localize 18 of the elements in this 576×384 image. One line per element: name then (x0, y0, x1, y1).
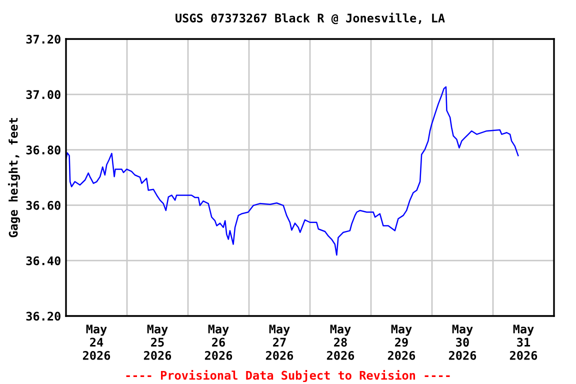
x-tick-label: May 31 2026 (510, 324, 538, 360)
x-tick-label: May 26 2026 (204, 324, 232, 360)
x-tick-label: May 25 2026 (144, 324, 172, 360)
text: ---- Provisional Data Subject to Revision ---- (126, 370, 450, 382)
y-tick-label: 36.40 (26, 256, 60, 266)
y-tick-label: 37.00 (26, 90, 60, 100)
line-series (66, 86, 519, 256)
x-tick-label: May 28 2026 (326, 324, 354, 360)
x-tick-label: May 24 2026 (82, 324, 110, 360)
y-tick-label: 36.20 (26, 312, 60, 321)
y-tick-label: 36.60 (26, 200, 60, 210)
chart-title: USGS 07373267 Black R @ Jonesville, LA (176, 12, 445, 24)
y-tick-label: 36.80 (26, 146, 60, 154)
x-tick-label: May 27 2026 (266, 324, 294, 360)
y-axis-title: Gage height, feet (8, 118, 20, 238)
x-tick-label: May 30 2026 (448, 324, 476, 360)
y-tick-label: 37.20 (26, 34, 60, 44)
x-tick-label: May 29 2026 (388, 324, 416, 360)
